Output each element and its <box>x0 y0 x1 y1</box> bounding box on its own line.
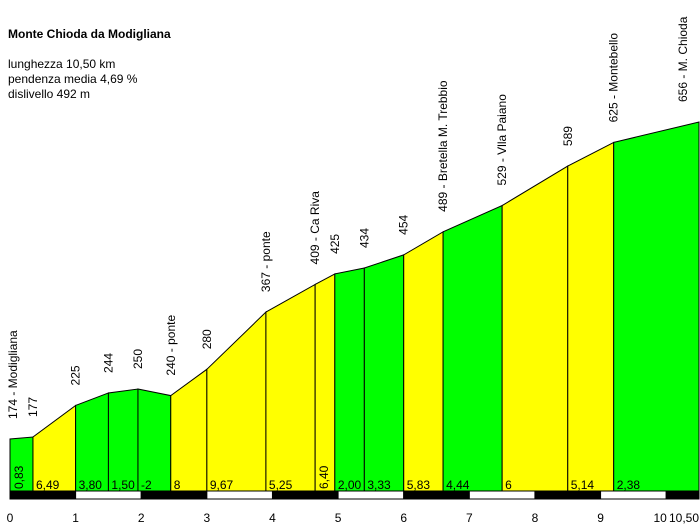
profile-segment-7 <box>265 283 316 492</box>
x-tick-label: 7 <box>466 511 473 525</box>
point-label: 625 - Montebello <box>607 33 621 123</box>
point-label: 240 - ponte <box>164 315 178 376</box>
profile-segment-15 <box>613 121 700 492</box>
gain-info: dislivello 492 m <box>8 87 90 101</box>
grade-label: 5,25 <box>269 478 293 492</box>
grade-label: 6,40 <box>317 465 331 489</box>
grade-label: 9,67 <box>210 478 234 492</box>
scale-bar-segment <box>9 490 77 500</box>
point-label: 434 <box>357 228 371 248</box>
avg-grade-info: pendenza media 4,69 % <box>8 72 138 86</box>
grade-label: 3,80 <box>79 478 103 492</box>
grade-label: 8 <box>174 478 181 492</box>
x-tick-label: 9 <box>597 511 604 525</box>
profile-segment-14 <box>567 141 615 492</box>
point-label: 589 <box>561 126 575 146</box>
grade-label: 5,14 <box>571 478 595 492</box>
profile-segments <box>9 121 700 492</box>
x-tick-label: 2 <box>138 511 145 525</box>
point-label: 367 - ponte <box>259 231 273 292</box>
profile-segment-6 <box>206 310 267 492</box>
profile-segment-8 <box>314 273 336 492</box>
chart-title: Monte Chioda da Modigliana <box>8 27 171 41</box>
scale-bar-segment <box>600 490 667 500</box>
scale-bar-segment <box>337 490 405 500</box>
grade-label: 2,00 <box>338 478 362 492</box>
x-tick-label: 10,50 <box>669 511 699 525</box>
length-info: lunghezza 10,50 km <box>8 57 115 71</box>
profile-segment-5 <box>170 368 208 492</box>
profile-segment-10 <box>363 254 405 492</box>
point-label: 225 <box>69 365 83 385</box>
profile-segment-11 <box>403 230 444 492</box>
grade-label: 0,83 <box>12 465 26 489</box>
x-tick-label: 1 <box>72 511 79 525</box>
scale-bar-segment <box>140 490 208 500</box>
x-tick-label: 0 <box>7 511 14 525</box>
x-tick-label: 6 <box>400 511 407 525</box>
km-scale-bar <box>9 490 700 500</box>
x-axis-ticks: 0 1 2 3 4 5 6 7 8 9 10 10,50 <box>7 511 700 525</box>
x-tick-label: 8 <box>532 511 539 525</box>
grade-labels: 0,83 6,49 3,80 1,50 -2 8 9,67 5,25 6,40 2,00 3,33 5… <box>12 465 640 492</box>
point-label: 409 - Ca Riva <box>308 191 322 265</box>
point-label: 454 <box>397 215 411 235</box>
grade-label: 5,83 <box>407 478 431 492</box>
scale-bar-segment <box>534 490 602 500</box>
point-label: 425 <box>328 234 342 254</box>
scale-bar-segment <box>665 490 700 500</box>
scale-bar-segment <box>75 490 142 500</box>
profile-segment-13 <box>501 165 569 492</box>
point-label: 177 <box>26 397 40 417</box>
grade-label: 6 <box>505 478 512 492</box>
point-label: 174 - Modigliana <box>6 330 20 419</box>
point-label: 489 - Bretella M. Trebbio <box>436 80 450 212</box>
point-label: 280 <box>200 329 214 349</box>
x-tick-label: 5 <box>335 511 342 525</box>
x-tick-label: 3 <box>204 511 211 525</box>
point-labels: 174 - Modigliana 177 225 244 250 240 - ponte 2… <box>6 16 690 419</box>
profile-segment-2 <box>75 392 109 492</box>
point-label: 529 - Vlla Paiano <box>495 94 509 186</box>
x-tick-label: 10 <box>654 511 668 525</box>
profile-segment-4 <box>137 388 172 492</box>
point-label: 656 - M. Chioda <box>676 16 690 102</box>
grade-label: 1,50 <box>111 478 135 492</box>
grade-label: 6,49 <box>36 478 60 492</box>
profile-segment-9 <box>334 267 365 492</box>
grade-label: 2,38 <box>617 478 641 492</box>
grade-label: 4,44 <box>446 478 470 492</box>
grade-label: 3,33 <box>367 478 391 492</box>
scale-bar-segment <box>271 490 339 500</box>
scale-bar-segment <box>468 490 536 500</box>
profile-segment-3 <box>107 388 139 492</box>
x-tick-label: 4 <box>269 511 276 525</box>
profile-segment-12 <box>442 204 503 492</box>
point-label: 244 <box>101 353 115 373</box>
point-label: 250 <box>131 349 145 369</box>
scale-bar-segment <box>206 490 273 500</box>
scale-bar-segment <box>403 490 470 500</box>
grade-label: -2 <box>141 478 152 492</box>
